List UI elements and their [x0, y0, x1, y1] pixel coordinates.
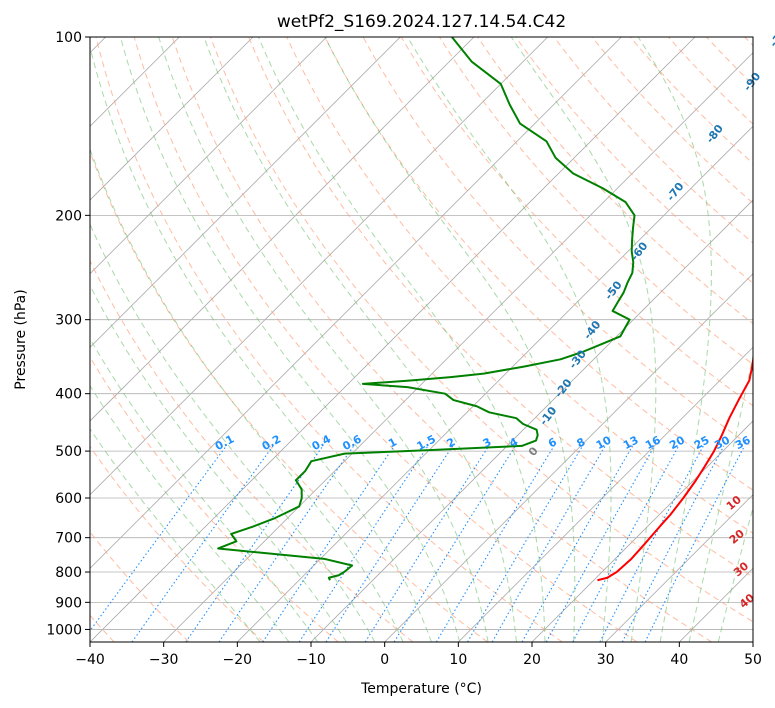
mixing-ratio-line [621, 445, 725, 642]
moist-adiabat-line [203, 37, 517, 642]
chart-title: wetPf2_S169.2024.127.14.54.C42 [277, 12, 566, 32]
dry-adiabat-line [515, 37, 753, 284]
temperature-profile-line [597, 354, 753, 582]
isotherm-line [531, 420, 753, 642]
isotherm-line [90, 37, 327, 275]
moist-adiabat-line [688, 353, 753, 642]
y-tick-label: 200 [55, 208, 82, 224]
mixing-ratio-label: 30 [712, 433, 732, 452]
x-tick-label: 50 [744, 652, 762, 668]
moist-adiabat-line [90, 223, 376, 642]
moist-adiabat-line [324, 37, 576, 642]
mixing-ratio-line [185, 445, 324, 642]
plot-frame [89, 36, 754, 643]
x-axis-ticks: −40 −30 −20 −10 0 10 20 30 40 50 [75, 642, 762, 668]
mixing-ratio-label: 10 [594, 433, 614, 452]
mixing-ratio-line [298, 445, 429, 642]
moist-adiabat-line [257, 37, 546, 642]
y-tick-label: 900 [55, 595, 82, 611]
dry-adiabat-line [171, 37, 712, 642]
dry-adiabat-line [90, 356, 339, 642]
x-tick-label: 20 [523, 652, 541, 668]
isotherm-line [90, 37, 622, 569]
moist-adiabat-line [637, 37, 712, 642]
x-tick-label: 10 [449, 652, 467, 668]
y-tick-label: 400 [55, 387, 82, 403]
mixing-ratio-line [262, 445, 395, 642]
mixing-ratio-line [644, 445, 746, 642]
isotherm-line [90, 37, 548, 496]
mixing-ratio-label: 16 [643, 433, 663, 452]
y-tick-label: 1000 [46, 622, 82, 638]
mixing-ratio-line [364, 445, 490, 642]
moist-adiabat-line [90, 147, 404, 642]
x-tick-label: 40 [670, 652, 688, 668]
mixing-ratio-label: 13 [621, 433, 641, 452]
isotherm-line [605, 494, 753, 642]
dry-adiabat-line [95, 37, 563, 642]
moist-adiabat-line [90, 284, 347, 642]
isotherm-line [90, 37, 401, 348]
x-tick-label: −10 [296, 652, 326, 668]
mixing-ratio-label: 25 [692, 433, 712, 452]
background-lines [90, 37, 753, 642]
dry-adiabat-line [286, 37, 753, 534]
y-tick-label: 300 [55, 313, 82, 329]
dry-adiabat-line [324, 37, 753, 491]
dry-adiabat-line [210, 37, 753, 623]
x-tick-label: 0 [380, 652, 389, 668]
x-axis-label: Temperature (°C) [360, 681, 482, 697]
moist-adiabat-line [510, 37, 657, 642]
mixing-ratio-line [131, 445, 274, 642]
y-axis-ticks: 100 200 300 400 500 600 700 800 900 1000 [46, 30, 90, 638]
x-tick-label: −40 [75, 652, 105, 668]
x-tick-label: 30 [597, 652, 615, 668]
isotherm-line [458, 346, 753, 642]
y-tick-label: 100 [55, 30, 82, 46]
x-tick-label: −20 [223, 652, 253, 668]
moist-adiabat-line [158, 37, 489, 642]
mixing-ratio-line [325, 445, 454, 642]
isotherm-line [237, 125, 753, 642]
y-tick-label: 600 [55, 491, 82, 507]
isotherm-line [752, 641, 753, 642]
moist-adiabat-line [90, 45, 432, 642]
mixing-ratio-label: 36 [733, 433, 753, 452]
mixing-ratio-line [435, 445, 555, 642]
moist-adiabat-line [90, 384, 290, 642]
series-group [217, 37, 753, 582]
dry-adiabat-line [248, 37, 753, 578]
moist-adiabat-line [119, 37, 461, 642]
y-tick-label: 700 [55, 531, 82, 547]
mixing-ratio-label: 20 [667, 433, 687, 452]
moist-adiabat-line [407, 37, 612, 642]
mixing-ratio-line [545, 445, 656, 642]
plot-background [90, 37, 753, 642]
isotherm-line [90, 37, 696, 642]
moist-adiabat-line [717, 505, 753, 642]
mixing-ratio-line [521, 445, 633, 642]
mixing-ratio-line [467, 445, 584, 642]
moist-adiabat-line [90, 427, 261, 642]
y-axis-label: Pressure (hPa) [13, 289, 29, 389]
x-tick-label: −30 [149, 652, 179, 668]
moist-adiabat-line [90, 337, 319, 642]
isotherm-line [384, 273, 753, 642]
dewpoint-profile-line [217, 37, 636, 581]
mixing-ratio-line [393, 445, 516, 642]
isotherm-line [90, 37, 475, 422]
y-tick-label: 500 [55, 444, 82, 460]
dry-adiabat-line [90, 445, 264, 642]
dry-adiabat-line [90, 259, 414, 642]
isotherm-line [90, 37, 254, 201]
dry-adiabat-label: -100 [767, 20, 775, 50]
y-tick-label: 800 [55, 565, 82, 581]
dry-adiabat-line [133, 37, 638, 642]
mixing-ratio-line [218, 445, 355, 642]
isotherm-line [163, 52, 753, 642]
